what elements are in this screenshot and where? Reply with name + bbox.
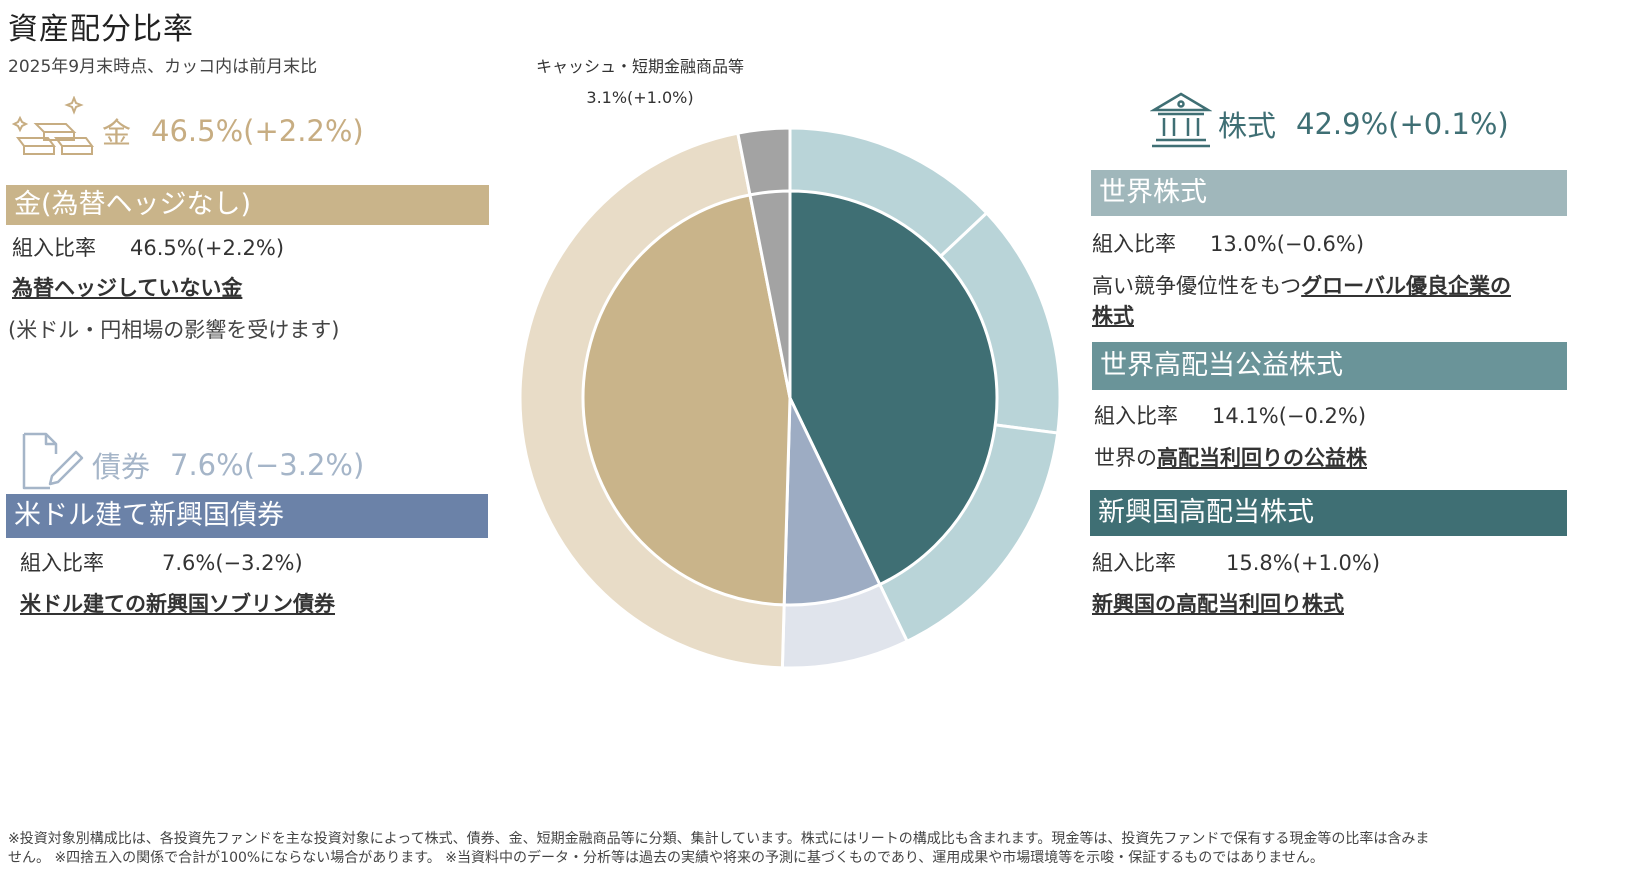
stock-heading: 株式 42.9%(+0.1%) <box>1149 90 1509 157</box>
world-equity-description: 高い競争優位性をもつグローバル優良企業の <box>1092 270 1511 300</box>
inner-slice-2 <box>581 193 792 607</box>
bond-label: 債券 <box>92 449 151 484</box>
em-dividend-ratio: 組入比率 15.8%(+1.0%) <box>1092 547 1380 577</box>
page-subtitle: 2025年9月末時点、カッコ内は前月末比 <box>8 57 318 77</box>
em-dividend-ratio-label: 組入比率 <box>1092 551 1176 575</box>
inner-slice-0 <box>788 189 999 587</box>
world-equity-ratio-value: 13.0%(−0.6%) <box>1210 232 1365 256</box>
world-utility-ratio-label: 組入比率 <box>1094 404 1178 428</box>
em-dividend-description: 新興国の高配当利回り株式 <box>1092 588 1344 618</box>
bank-building-icon <box>1149 90 1213 157</box>
world-utility-desc-link[interactable]: 高配当利回りの公益株 <box>1157 446 1367 470</box>
bond-description-link[interactable]: 米ドル建ての新興国ソブリン債券 <box>20 592 335 616</box>
stock-label: 株式 <box>1218 108 1277 143</box>
cash-label: キャッシュ・短期金融商品等 <box>535 57 744 76</box>
em-dividend-band: 新興国高配当株式 <box>1090 490 1567 536</box>
world-equity-band: 世界株式 <box>1091 170 1567 216</box>
gold-note: (米ドル・円相場の影響を受けます) <box>8 318 340 342</box>
inner-pie <box>581 189 999 607</box>
world-equity-ratio: 組入比率 13.0%(−0.6%) <box>1092 228 1364 258</box>
gold-label: 金 <box>102 115 132 150</box>
bond-value: 7.6%(−3.2%) <box>170 447 365 482</box>
world-utility-ratio: 組入比率 14.1%(−0.2%) <box>1094 400 1366 430</box>
gold-description-link[interactable]: 為替ヘッジしていない金 <box>12 276 243 300</box>
em-dividend-ratio-value: 15.8%(+1.0%) <box>1226 551 1381 575</box>
bond-ratio-value: 7.6%(−3.2%) <box>162 551 303 575</box>
gold-fund-band: 金(為替ヘッジなし) <box>6 185 489 225</box>
bond-ratio-label: 組入比率 <box>20 551 104 575</box>
world-utility-desc-plain: 世界の <box>1094 446 1157 470</box>
world-equity-desc-link2[interactable]: 株式 <box>1092 304 1134 328</box>
bond-description: 米ドル建ての新興国ソブリン債券 <box>20 588 335 618</box>
stock-value: 42.9%(+0.1%) <box>1296 106 1509 141</box>
document-edit-icon <box>20 430 86 499</box>
world-utility-band: 世界高配当公益株式 <box>1092 342 1567 390</box>
world-utility-ratio-value: 14.1%(−0.2%) <box>1212 404 1367 428</box>
gold-ratio-label: 組入比率 <box>12 236 96 260</box>
inner-slice-3 <box>748 189 792 399</box>
page-title: 資産配分比率 <box>8 12 194 47</box>
bond-fund-band: 米ドル建て新興国債券 <box>6 494 488 538</box>
gold-ratio-value: 46.5%(+2.2%) <box>130 236 285 260</box>
allocation-donut-chart <box>518 126 1062 670</box>
world-utility-description: 世界の高配当利回りの公益株 <box>1094 442 1367 472</box>
gold-value: 46.5%(+2.2%) <box>151 113 364 148</box>
gold-bars-icon <box>11 95 96 165</box>
bond-heading: 債券 7.6%(−3.2%) <box>20 430 364 499</box>
inner-slice-1 <box>782 397 882 607</box>
gold-ratio: 組入比率 46.5%(+2.2%) <box>12 232 284 262</box>
cash-value: 3.1%(+1.0%) <box>586 88 694 107</box>
world-equity-desc-plain: 高い競争優位性をもつ <box>1092 274 1302 298</box>
gold-heading: 金 46.5%(+2.2%) <box>11 95 364 165</box>
em-dividend-desc-link[interactable]: 新興国の高配当利回り株式 <box>1092 592 1344 616</box>
footer-notes: ※投資対象別構成比は、各投資先ファンドを主な投資対象によって株式、債券、金、短期… <box>8 830 1638 868</box>
world-equity-ratio-label: 組入比率 <box>1092 232 1176 256</box>
bond-ratio: 組入比率 7.6%(−3.2%) <box>20 547 303 577</box>
footer-line-1: ※投資対象別構成比は、各投資先ファンドを主な投資対象によって株式、債券、金、短期… <box>8 831 1430 847</box>
gold-description: 為替ヘッジしていない金 <box>12 272 242 302</box>
world-equity-desc-link[interactable]: グローバル優良企業の <box>1301 274 1511 298</box>
footer-line-2: せん。 ※四捨五入の関係で合計が100%にならない場合があります。 ※当資料中の… <box>8 850 1324 866</box>
world-equity-description-line2: 株式 <box>1092 300 1134 330</box>
